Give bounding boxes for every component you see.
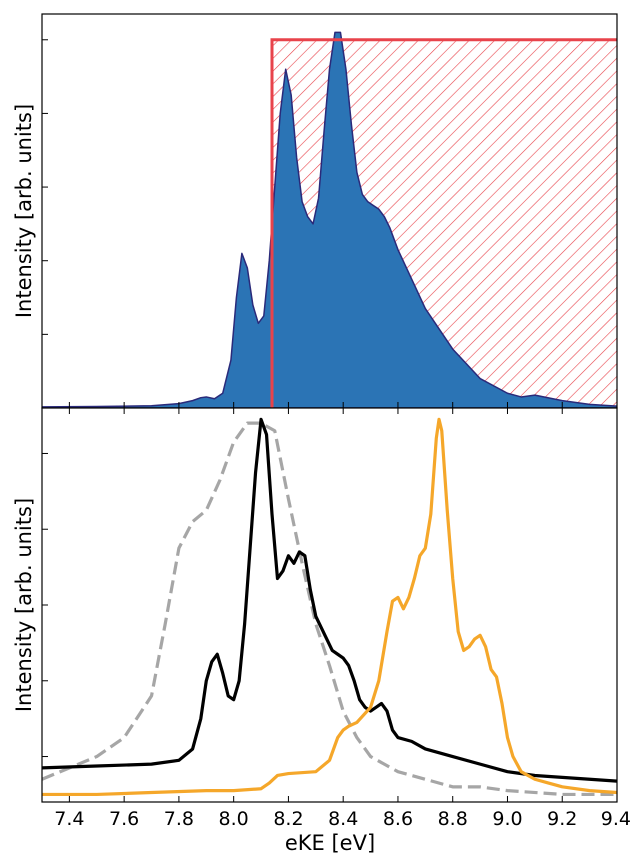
x-tick-label: 8.0 — [219, 808, 249, 830]
x-tick-label: 8.8 — [438, 808, 468, 830]
x-tick-label: 9.4 — [601, 808, 631, 830]
x-axis-label: eKE [eV] — [285, 831, 375, 855]
bottom-y-axis-label: Intensity [arb. units] — [12, 498, 36, 712]
bottom-plot-area — [42, 408, 617, 802]
top-panel: Intensity [arb. units] — [12, 13, 618, 409]
top-y-ticks — [42, 39, 618, 408]
orange-spectrum-line — [42, 417, 617, 797]
x-tick-label: 7.8 — [164, 808, 194, 830]
bottom-x-ticks: 7.4 7.6 7.8 8.0 8.2 8.4 8.6 8.8 9.0 9.2 9.4 — [54, 408, 631, 830]
bottom-y-ticks — [42, 452, 48, 758]
x-tick-label: 7.4 — [54, 808, 84, 830]
shaded-region-edge — [270, 38, 617, 408]
x-tick-label: 8.4 — [328, 808, 358, 830]
x-tick-label: 8.6 — [383, 808, 413, 830]
top-y-axis-label: Intensity [arb. units] — [12, 104, 36, 318]
x-tick-label: 7.6 — [109, 808, 139, 830]
bottom-panel: 7.4 7.6 7.8 8.0 8.2 8.4 8.6 8.8 9.0 9.2 9.4 Intens… — [12, 407, 631, 855]
x-tick-label: 9.2 — [547, 808, 577, 830]
gray-dashed-line — [42, 421, 617, 797]
spectrum-area — [42, 31, 617, 408]
x-tick-label: 8.2 — [273, 808, 303, 830]
black-spectrum-line — [42, 417, 617, 783]
x-tick-label: 9.0 — [492, 808, 522, 830]
